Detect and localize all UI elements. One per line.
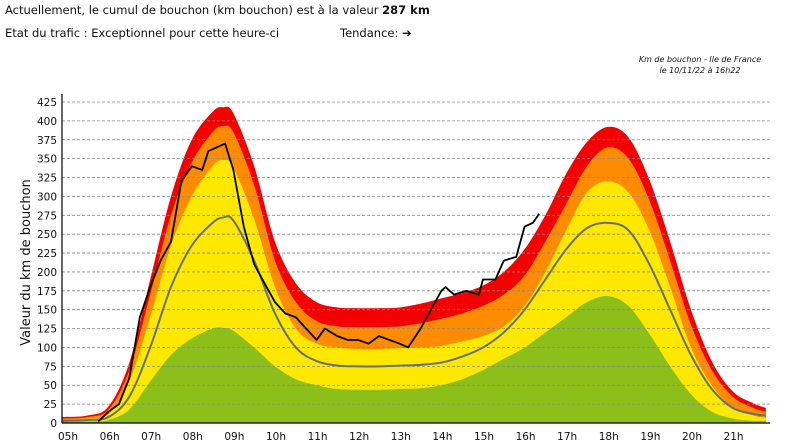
y-tick-label: 275 [37,210,57,222]
y-tick-label: 425 [37,97,57,109]
y-tick-label: 100 [37,342,57,354]
x-tick-label: 13h [391,431,411,443]
actual-line [97,142,540,423]
current-value-text: Actuellement, le cumul de bouchon (km bo… [5,3,430,17]
y-tick-label: 0 [50,418,57,430]
x-tick-label: 07h [141,431,161,443]
trend-label: Tendance: [340,26,399,40]
y-tick-label: 125 [37,324,57,336]
traffic-status: Etat du trafic : Exceptionnel pour cette… [5,26,280,40]
x-tick-label: 17h [557,431,577,443]
current-value: 287 km [382,3,430,17]
x-tick-label: 21h [724,431,744,443]
y-tick-label: 200 [37,267,57,279]
x-tick-label: 14h [432,431,452,443]
y-tick-label: 50 [44,380,57,392]
x-tick-label: 16h [516,431,536,443]
current-prefix: Actuellement, le cumul de bouchon (km bo… [5,3,379,17]
y-tick-label: 300 [37,191,57,203]
y-tick-label: 25 [44,399,57,411]
x-tick-label: 12h [349,431,369,443]
area-green [62,296,766,423]
x-tick-label: 19h [640,431,660,443]
x-tick-label: 11h [308,431,328,443]
x-tick-label: 20h [682,431,702,443]
x-tick-label: 09h [224,431,244,443]
x-tick-label: 18h [599,431,619,443]
x-tick-label: 10h [266,431,286,443]
y-tick-label: 250 [37,229,57,241]
y-axis-label: Valeur du km de bouchon [19,179,34,346]
chart-title: Km de bouchon - Ile de France [638,55,762,64]
chart-title-block: Km de bouchon - Ile de France le 10/11/22… [630,54,770,76]
arrow-right-icon: ➔ [402,26,412,40]
trend: Tendance: ➔ [340,26,412,40]
y-tick-label: 325 [37,173,57,185]
y-tick-label: 375 [37,135,57,147]
median-line [61,215,766,422]
y-tick-label: 75 [44,361,57,373]
y-tick-label: 225 [37,248,57,260]
x-tick-label: 05h [58,431,78,443]
y-tick-label: 150 [37,305,57,317]
y-tick-label: 350 [37,154,57,166]
chart-subtitle: le 10/11/22 à 16h22 [659,66,741,75]
y-tick-label: 175 [37,286,57,298]
y-tick-label: 400 [37,116,57,128]
x-tick-label: 08h [183,431,203,443]
x-tick-label: 06h [100,431,120,443]
x-tick-label: 15h [474,431,494,443]
